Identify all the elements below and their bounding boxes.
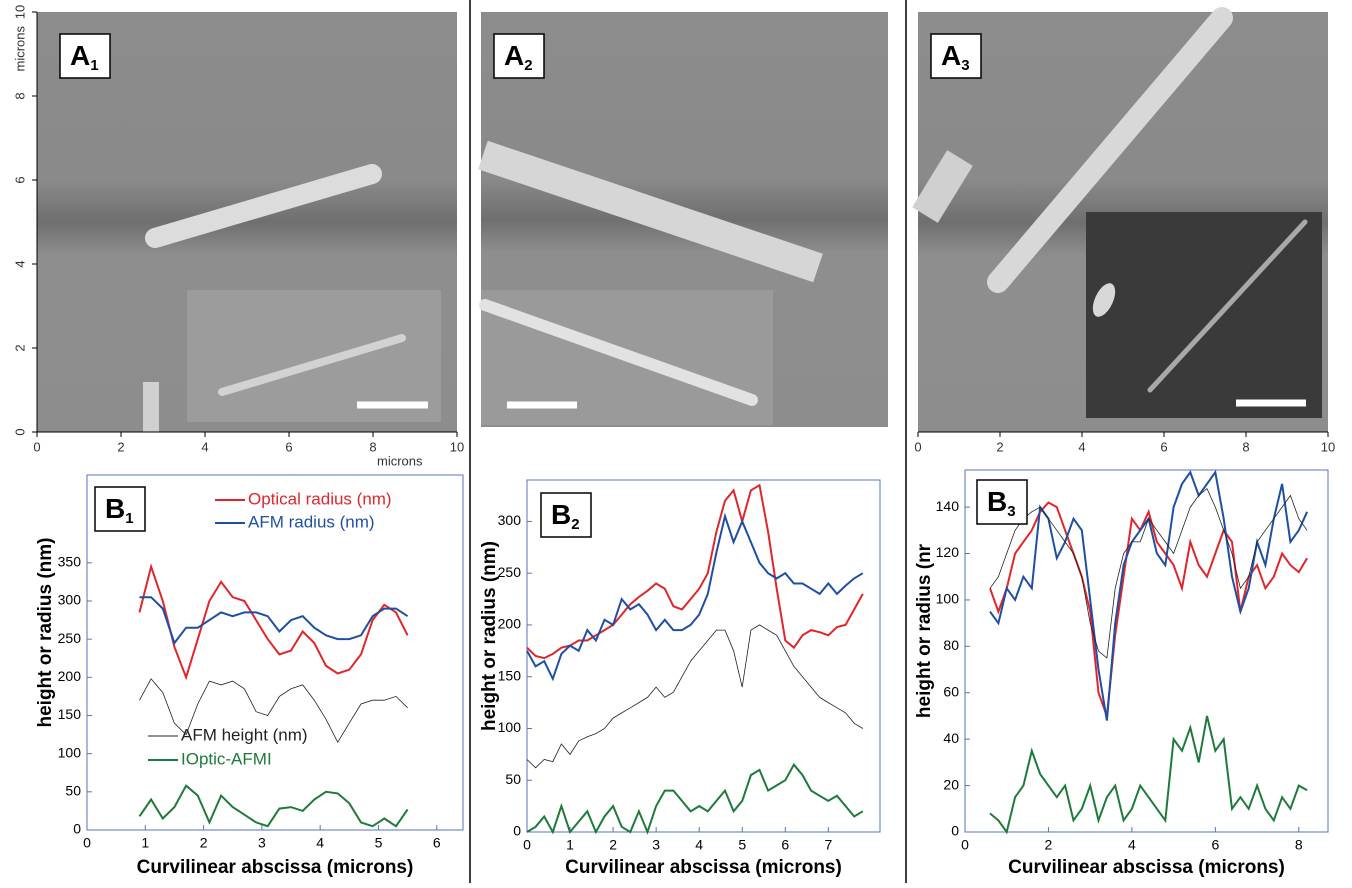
- line-chart: 0 1 2 3 4 5 6 7 0 50 100 150 200 250 300 Curvilinear ab…: [479, 480, 880, 878]
- line-chart: 0 1 2 3 4 5 6 0 50 100 150 200 250 300 350 Optical radi…: [35, 475, 463, 878]
- x-tick-label: 4: [1128, 837, 1136, 853]
- x-tick-label: 0: [83, 835, 91, 851]
- y-axis-label: height or radius (nr: [914, 543, 935, 718]
- y-tick-label: 80: [943, 637, 959, 653]
- legend-label: IOptic-AFMI: [181, 749, 272, 768]
- x-tick-label: 4: [201, 439, 208, 454]
- y-tick-label: 150: [58, 706, 82, 722]
- y-tick-label: 100: [936, 591, 960, 607]
- x-tick-label: 8: [1242, 439, 1249, 454]
- y-tick-label: 150: [498, 667, 522, 683]
- x-tick-label: 4: [1078, 439, 1085, 454]
- panel-label-main: B: [987, 486, 1007, 517]
- y-tick-label: 40: [943, 730, 959, 746]
- y-tick-label: 8: [12, 92, 27, 99]
- series-line: [527, 765, 863, 832]
- panel-label-main: A: [504, 40, 524, 71]
- x-tick-label: 8: [369, 439, 376, 454]
- y-tick-label: 0: [12, 428, 27, 435]
- y-axis-label: height or radius (nm): [35, 538, 56, 728]
- y-tick-label: 140: [936, 498, 960, 514]
- x-tick-label: 5: [375, 835, 383, 851]
- x-axis-label: Curvilinear abscissa (microns): [565, 857, 842, 878]
- y-axis-label: height or radius (nm): [479, 541, 500, 731]
- x-tick-label: 10: [1321, 439, 1335, 454]
- y-tick-label: 2: [12, 344, 27, 351]
- y-tick-label: 120: [936, 544, 960, 560]
- x-tick-label: 2: [996, 439, 1003, 454]
- figure: 02468100246810micronsmicronsA1A20246810A…: [0, 0, 1352, 883]
- y-tick-label: 50: [505, 771, 521, 787]
- page: 02468100246810micronsmicronsA1A20246810A…: [0, 0, 1352, 888]
- x-tick-label: 2: [1045, 837, 1053, 853]
- series-line: [140, 786, 408, 827]
- image-panel: A2: [494, 34, 544, 78]
- y-tick-label: 60: [943, 683, 959, 699]
- panel-label-sub: 1: [125, 510, 133, 527]
- x-tick-label: 6: [1160, 439, 1167, 454]
- y-tick-label: 0: [951, 823, 959, 839]
- y-tick-label: 250: [498, 564, 522, 580]
- x-tick-label: 0: [961, 837, 969, 853]
- x-tick-label: 4: [695, 837, 703, 853]
- x-tick-label: 4: [316, 835, 324, 851]
- y-tick-label: 200: [58, 668, 82, 684]
- y-tick-label: 300: [498, 512, 522, 528]
- x-tick-label: 8: [1295, 837, 1303, 853]
- x-tick-label: 3: [258, 835, 266, 851]
- x-tick-label: 7: [824, 837, 832, 853]
- y-tick-label: 300: [58, 592, 82, 608]
- panel-label-main: B: [105, 493, 125, 524]
- series-line: [527, 516, 863, 679]
- panel-label-main: B: [551, 499, 571, 530]
- x-tick-label: 2: [200, 835, 208, 851]
- x-tick-label: 0: [33, 439, 40, 454]
- y-tick-label: 50: [65, 783, 81, 799]
- legend-label: AFM height (nm): [181, 725, 308, 744]
- y-tick-label: 20: [943, 776, 959, 792]
- y-tick-label: 100: [498, 719, 522, 735]
- x-tick-label: 6: [433, 835, 441, 851]
- series-line: [140, 567, 408, 678]
- panel-label-sub: 2: [524, 57, 532, 74]
- y-tick-label: 200: [498, 616, 522, 632]
- panel-label-main: A: [941, 40, 961, 71]
- y-tick-label: 4: [12, 260, 27, 267]
- x-tick-label: 6: [285, 439, 292, 454]
- series-line: [527, 625, 863, 768]
- x-axis-label: Curvilinear abscissa (microns): [1008, 857, 1285, 878]
- x-axis-label: microns: [377, 453, 423, 468]
- panel-label-main: A: [70, 40, 90, 71]
- y-tick-label: 0: [513, 823, 521, 839]
- x-tick-label: 1: [141, 835, 149, 851]
- x-tick-label: 2: [117, 439, 124, 454]
- panel-label-sub: 3: [961, 57, 969, 74]
- x-tick-label: 1: [566, 837, 574, 853]
- panel-label-sub: 3: [1007, 503, 1015, 520]
- y-axis-label: microns: [12, 26, 27, 72]
- x-tick-label: 3: [652, 837, 660, 853]
- y-tick-label: 10: [12, 5, 27, 19]
- x-axis-label: Curvilinear abscissa (microns): [137, 857, 414, 878]
- y-tick-label: 0: [73, 821, 81, 837]
- panel-label-sub: 1: [90, 57, 98, 74]
- y-tick-label: 100: [58, 744, 82, 760]
- legend-label: AFM radius (nm): [248, 512, 375, 531]
- x-tick-label: 0: [914, 439, 921, 454]
- y-tick-label: 250: [58, 630, 82, 646]
- x-tick-label: 10: [450, 439, 464, 454]
- x-tick-label: 6: [1211, 837, 1219, 853]
- panel-label-sub: 2: [571, 516, 579, 533]
- x-tick-label: 2: [609, 837, 617, 853]
- y-tick-label: 6: [12, 176, 27, 183]
- legend-label: Optical radius (nm): [248, 489, 392, 508]
- x-tick-label: 6: [781, 837, 789, 853]
- y-tick-label: 350: [58, 553, 82, 569]
- series-line: [990, 716, 1307, 832]
- x-tick-label: 5: [738, 837, 746, 853]
- x-tick-label: 0: [523, 837, 531, 853]
